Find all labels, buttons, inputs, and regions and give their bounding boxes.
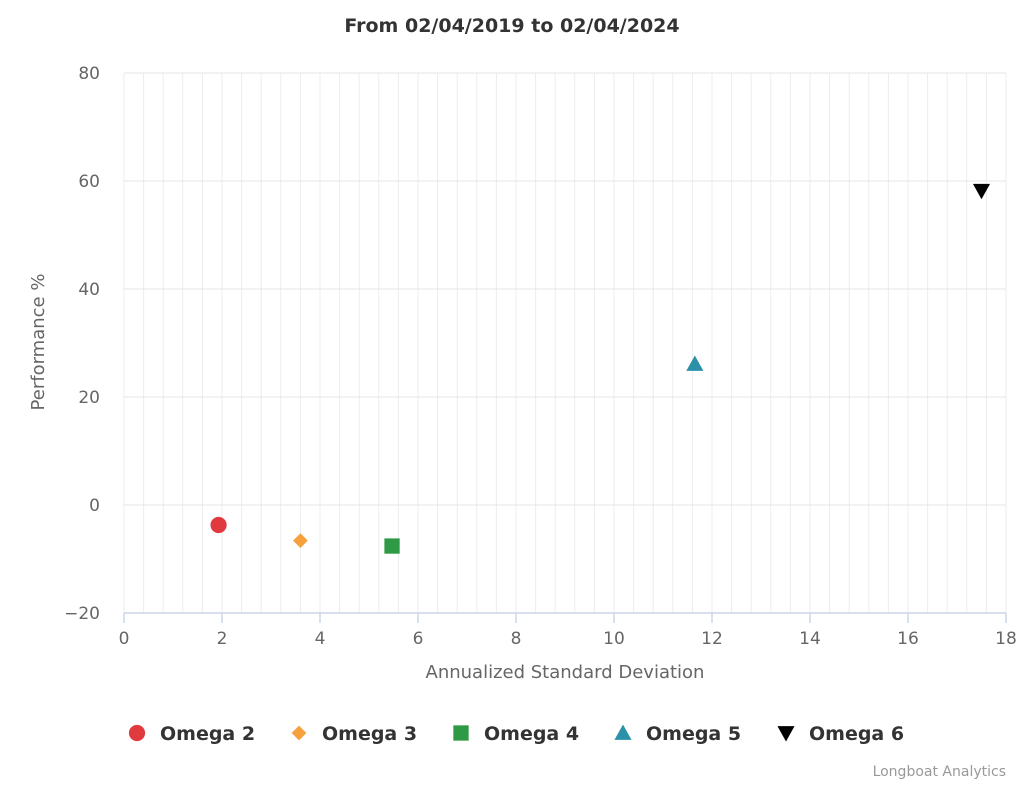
x-tick-label: 16 [897, 629, 919, 649]
legend-marker[interactable] [614, 724, 632, 740]
x-tick-label: 6 [413, 629, 424, 649]
axes: 0 2 4 6 8 10 12 14 16 18 −20 0 20 40 60 80 [64, 64, 1017, 649]
data-point[interactable] [293, 533, 308, 549]
y-axis-title: Performance % [28, 274, 49, 411]
x-tick-label: 14 [799, 629, 821, 649]
legend-item[interactable]: Omega 4 [453, 723, 579, 745]
chart-title: From 02/04/2019 to 02/04/2024 [344, 15, 679, 37]
legend-marker[interactable] [453, 725, 469, 741]
legend-item[interactable]: Omega 5 [614, 723, 741, 745]
x-tick-label: 10 [603, 629, 625, 649]
data-point[interactable] [686, 355, 704, 371]
x-tick-label: 18 [995, 629, 1017, 649]
legend-label: Omega 2 [160, 723, 255, 745]
legend-item[interactable]: Omega 3 [291, 723, 417, 745]
legend-marker[interactable] [777, 726, 795, 742]
legend-marker[interactable] [128, 724, 146, 742]
y-tick-label: −20 [64, 604, 100, 624]
credit-label[interactable]: Longboat Analytics [873, 764, 1006, 780]
data-point[interactable] [972, 183, 991, 200]
y-tick-label: 40 [78, 280, 100, 300]
legend-marker[interactable] [291, 725, 307, 741]
legend-item[interactable]: Omega 6 [777, 723, 904, 745]
grid [123, 72, 1007, 613]
data-point[interactable] [384, 538, 400, 554]
legend-label: Omega 5 [646, 723, 741, 745]
y-tick-label: 20 [78, 388, 100, 408]
x-axis-title: Annualized Standard Deviation [426, 662, 705, 683]
x-tick-label: 0 [119, 629, 130, 649]
legend-item[interactable]: Omega 2 [128, 723, 255, 745]
legend: Omega 2 Omega 3 Omega 4 Omega 5 Omega 6 [128, 723, 904, 745]
legend-label: Omega 6 [809, 723, 904, 745]
y-tick-label: 0 [89, 496, 100, 516]
x-tick-label: 2 [217, 629, 228, 649]
data-points [210, 183, 991, 554]
y-tick-label: 60 [78, 172, 100, 192]
legend-label: Omega 3 [322, 723, 417, 745]
data-point[interactable] [210, 516, 227, 534]
x-tick-label: 8 [511, 629, 522, 649]
legend-label: Omega 4 [484, 723, 579, 745]
x-tick-label: 4 [315, 629, 326, 649]
x-tick-label: 12 [701, 629, 723, 649]
y-tick-label: 80 [78, 64, 100, 84]
